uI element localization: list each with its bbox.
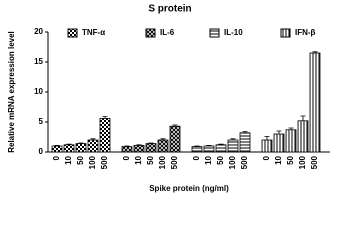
legend-swatch	[67, 28, 78, 38]
legend-label: IL-6	[160, 28, 175, 37]
x-tick-label: 500	[310, 155, 319, 169]
bar	[63, 144, 75, 153]
error-bar	[102, 116, 108, 119]
error-bar	[172, 124, 178, 127]
x-tick-label: 50	[286, 155, 295, 164]
legend-label: IL-10	[224, 28, 243, 37]
legend-label: IFN-β	[295, 28, 316, 37]
bar	[99, 118, 111, 153]
error-bar	[136, 144, 142, 146]
chart-title: S protein	[148, 4, 191, 15]
error-bar	[148, 142, 154, 144]
x-tick-label: 100	[298, 155, 307, 169]
x-tick-label: 10	[134, 155, 143, 164]
x-tick-label: 50	[146, 155, 155, 164]
legend-swatch	[280, 28, 291, 38]
bar	[157, 139, 169, 153]
bar	[273, 133, 285, 153]
chart: S protein Relative mRNA expression level…	[7, 4, 330, 193]
error-bar	[288, 127, 294, 130]
x-tick-label: 500	[170, 155, 179, 169]
legend-label: TNF-α	[82, 28, 105, 37]
bar	[75, 143, 87, 153]
legend-swatch	[145, 28, 156, 38]
error-bar	[312, 51, 318, 53]
error-bar	[218, 143, 224, 145]
bar	[169, 125, 181, 153]
y-tick-label: 0	[39, 147, 44, 156]
bar	[261, 139, 273, 153]
bar	[285, 129, 297, 153]
error-bar	[194, 145, 200, 147]
error-bar	[242, 131, 248, 133]
bar	[309, 52, 321, 153]
bar	[215, 144, 227, 153]
x-tick-label: 10	[64, 155, 73, 164]
bar	[133, 144, 145, 153]
x-tick-label: 10	[274, 155, 283, 164]
bar	[51, 145, 63, 153]
bar	[227, 139, 239, 153]
error-bar	[54, 145, 60, 146]
y-tick-label: 15	[34, 57, 43, 66]
y-axis-label: Relative mRNA expression level	[7, 31, 16, 153]
y-tick-label: 10	[34, 87, 43, 96]
x-tick-label: 0	[52, 155, 61, 160]
x-tick-label: 50	[216, 155, 225, 164]
error-bar	[90, 138, 96, 140]
error-bar	[78, 142, 84, 144]
x-tick-label: 500	[100, 155, 109, 169]
bar	[191, 146, 203, 153]
x-tick-label: 0	[262, 155, 271, 160]
bar	[87, 139, 99, 153]
error-bar	[66, 143, 72, 145]
x-tick-label: 0	[122, 155, 131, 160]
x-tick-label: 100	[228, 155, 237, 169]
error-bar	[230, 138, 236, 140]
bar	[121, 146, 133, 153]
error-bar	[300, 115, 306, 121]
error-bar	[160, 138, 166, 140]
x-tick-label: 100	[88, 155, 97, 169]
x-tick-label: 10	[204, 155, 213, 164]
error-bar	[276, 130, 282, 134]
bar	[239, 132, 251, 153]
x-axis-label: Spike protein (ng/ml)	[149, 184, 229, 193]
bar	[203, 145, 215, 153]
bar	[297, 120, 309, 153]
x-tick-label: 500	[240, 155, 249, 169]
bar	[145, 143, 157, 153]
x-tick-label: 100	[158, 155, 167, 169]
x-tick-label: 0	[192, 155, 201, 160]
error-bar	[206, 145, 212, 146]
error-bar	[124, 145, 130, 147]
x-tick-label: 50	[76, 155, 85, 164]
error-bar	[264, 136, 270, 140]
y-tick-label: 5	[39, 117, 44, 126]
legend-swatch	[209, 28, 220, 38]
y-tick-label: 20	[34, 27, 43, 36]
